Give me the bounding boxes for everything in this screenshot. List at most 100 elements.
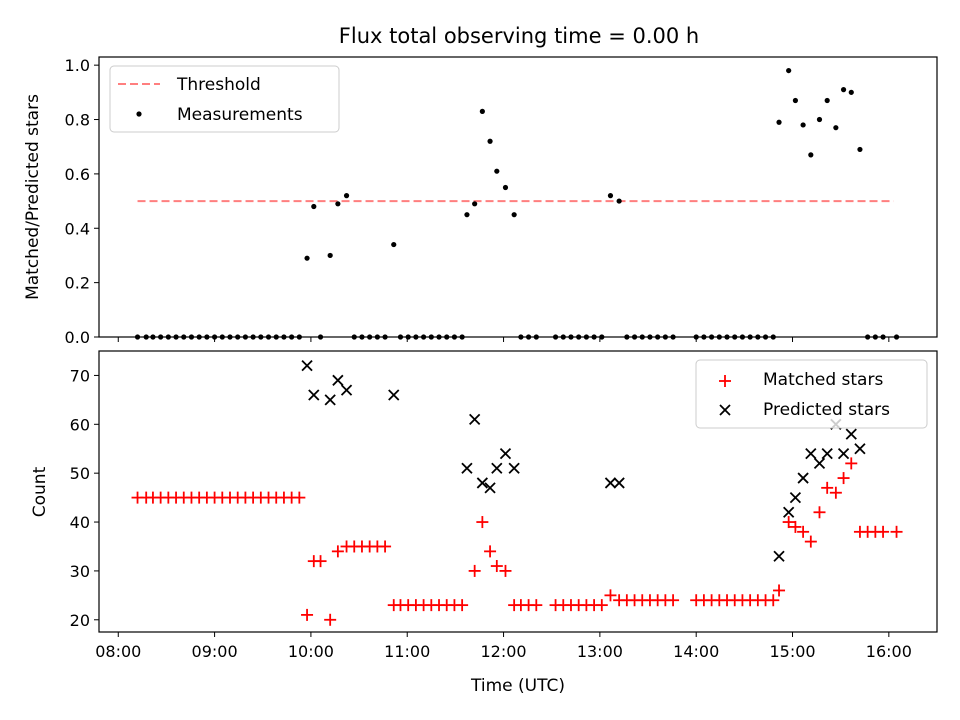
matched-star-point xyxy=(789,520,802,533)
count-x-tick-label: 16:00 xyxy=(866,642,912,661)
measurement-point xyxy=(391,241,397,248)
predicted-star-point xyxy=(469,413,481,426)
ratio-y-tick-label: 0.8 xyxy=(65,111,90,130)
legend-threshold-label: Threshold xyxy=(176,75,261,95)
count-y-tick-label: 70 xyxy=(70,366,90,385)
count-y-tick-label: 40 xyxy=(70,513,90,532)
matched-star-point xyxy=(797,525,810,538)
x-axis-label: Time (UTC) xyxy=(470,676,565,696)
count-x-tick-label: 15:00 xyxy=(769,642,815,661)
count-x-tick-label: 14:00 xyxy=(673,642,719,661)
predicted-star-point xyxy=(797,472,809,484)
measurement-point xyxy=(472,201,478,207)
matched-star-point xyxy=(595,599,608,612)
predicted-star-point xyxy=(813,457,826,470)
legend-matched-label: Matched stars xyxy=(763,370,883,390)
legend-measurements-label: Measurements xyxy=(177,105,303,125)
predicted-star-point xyxy=(805,447,817,460)
predicted-star-point xyxy=(845,428,857,440)
count-y-tick-label: 60 xyxy=(70,415,90,434)
ratio-y-tick-label: 0.6 xyxy=(65,165,90,184)
predicted-star-point xyxy=(324,394,336,406)
measurement-point xyxy=(833,125,839,131)
measurement-point xyxy=(607,193,614,199)
measurement-point xyxy=(800,122,806,128)
count-plot-data xyxy=(131,360,903,626)
matched-star-point xyxy=(331,545,344,558)
predicted-star-point xyxy=(773,550,785,562)
measurement-point xyxy=(616,198,622,204)
measurement-point xyxy=(786,67,792,74)
measurement-point xyxy=(464,212,470,218)
predicted-star-point xyxy=(613,477,625,489)
predicted-star-point xyxy=(308,389,320,401)
measurement-point xyxy=(335,201,341,207)
count-x-tick-label: 13:00 xyxy=(577,642,623,661)
count-x-tick-label: 08:00 xyxy=(95,642,141,661)
predicted-star-point xyxy=(301,360,313,372)
predicted-star-point xyxy=(340,384,353,396)
predicted-star-point xyxy=(789,491,802,504)
matched-star-point xyxy=(877,525,890,538)
chart-title: Flux total observing time = 0.00 h xyxy=(339,24,699,48)
matched-star-point xyxy=(821,481,834,494)
measurement-point xyxy=(487,138,493,144)
legend-predicted-swatch xyxy=(719,404,731,416)
predicted-star-point xyxy=(332,374,344,386)
measurement-point xyxy=(816,116,823,123)
matched-star-point xyxy=(456,599,469,612)
count-x-axis-ticks: 08:00 09:00 10:00 11:00 12:00 13:00 14:00 15:00… xyxy=(95,632,912,661)
count-legend: Matched stars Predicted stars xyxy=(695,359,928,429)
legend-matched-swatch xyxy=(719,375,731,387)
count-y-tick-label: 20 xyxy=(70,611,90,630)
matched-star-point xyxy=(604,589,617,602)
count-y-axis-label: Count xyxy=(30,466,50,517)
matched-star-point xyxy=(499,564,512,577)
measurement-point xyxy=(327,252,333,259)
matched-star-point xyxy=(324,613,337,626)
predicted-star-point xyxy=(499,447,512,460)
legend-predicted-label: Predicted stars xyxy=(763,400,890,420)
measurement-point xyxy=(343,193,350,199)
count-x-tick-label: 09:00 xyxy=(192,642,238,661)
matched-star-point xyxy=(293,491,306,504)
predicted-star-point xyxy=(604,477,617,489)
count-x-tick-label: 12:00 xyxy=(480,642,526,661)
matched-star-point xyxy=(484,545,497,558)
ratio-y-tick-label: 0.2 xyxy=(65,274,90,293)
ratio-plot-frame xyxy=(98,56,938,338)
predicted-star-point xyxy=(854,443,866,455)
ratio-x-axis-ticks xyxy=(117,337,890,342)
count-y-axis-ticks: 20 30 40 50 60 70 xyxy=(70,366,99,630)
matched-star-point xyxy=(773,584,786,597)
predicted-star-point xyxy=(837,447,850,460)
matched-star-point xyxy=(767,594,780,607)
measurement-point xyxy=(311,203,317,210)
predicted-star-point xyxy=(491,462,503,474)
ratio-y-axis-ticks: 0.0 0.2 0.4 0.6 0.8 1.0 xyxy=(65,56,99,347)
measurement-point xyxy=(840,87,847,93)
measurement-point xyxy=(857,146,863,153)
measurement-point xyxy=(792,97,799,104)
count-plot-frame xyxy=(98,350,938,633)
matched-star-point xyxy=(837,472,850,485)
predicted-star-point xyxy=(476,477,488,489)
matched-star-point xyxy=(490,560,503,573)
measurement-point xyxy=(511,212,517,218)
matched-star-point xyxy=(314,555,327,568)
ratio-y-tick-label: 0.4 xyxy=(65,219,90,238)
ratio-y-tick-label: 1.0 xyxy=(65,56,90,75)
matched-star-point xyxy=(301,608,314,621)
predicted-star-point xyxy=(508,462,520,474)
matched-star-point xyxy=(530,599,543,612)
measurement-point xyxy=(304,255,310,261)
matched-star-point xyxy=(476,516,489,529)
matched-star-point xyxy=(890,525,903,538)
matched-star-point xyxy=(804,535,817,548)
measurement-point xyxy=(479,108,485,114)
measurement-point xyxy=(848,89,854,95)
measurement-point xyxy=(776,119,782,125)
predicted-star-point xyxy=(461,462,473,474)
ratio-legend: Threshold Measurements xyxy=(109,65,340,133)
